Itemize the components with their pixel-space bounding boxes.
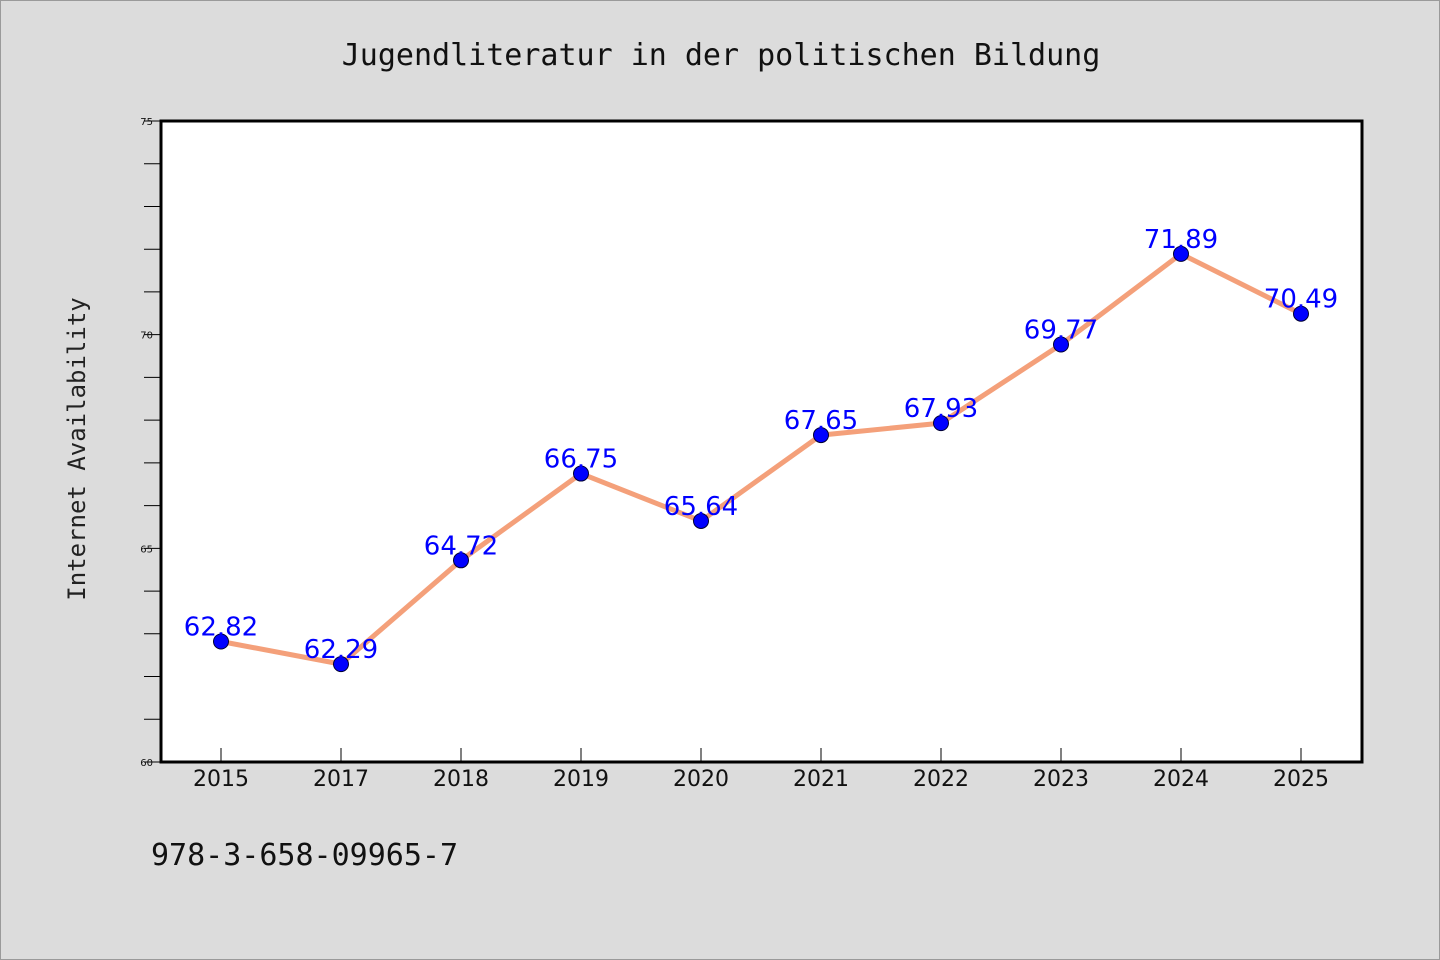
series-line [218, 251, 1304, 667]
x-tick-label: 2023 [1033, 767, 1089, 792]
data-point [333, 656, 349, 673]
data-point [453, 552, 469, 569]
chart-title: Jugendliteratur in der politischen Bildu… [342, 38, 1101, 73]
x-tick-label: 2022 [913, 767, 969, 792]
x-tick-label: 2021 [793, 767, 849, 792]
x-tick-label: 2020 [673, 767, 729, 792]
data-label: 67.65 [784, 406, 858, 436]
data-point [573, 465, 589, 482]
x-tick-label: 2017 [313, 767, 369, 792]
x-tick-label: 2025 [1273, 767, 1329, 792]
data-point [1053, 336, 1069, 353]
data-point [213, 633, 229, 650]
data-label: 62.82 [184, 612, 258, 642]
data-label: 69.77 [1024, 315, 1098, 345]
data-point [1293, 305, 1309, 322]
data-label: 70.49 [1264, 285, 1338, 315]
data-point [813, 427, 829, 444]
y-tick-label: 65 [140, 544, 153, 555]
y-tick-label: 70 [140, 331, 153, 342]
data-label: 65.64 [664, 492, 738, 522]
x-tick-label: 2024 [1153, 767, 1209, 792]
x-tick-label: 2015 [193, 767, 249, 792]
y-tick-label: 60 [140, 758, 153, 769]
data-point [693, 512, 709, 529]
x-axis: 2015 2017 2018 2019 2020 2021 2022 2023 2024 2025 [193, 748, 1329, 792]
data-label: 67.93 [904, 394, 978, 424]
data-point [1173, 245, 1189, 262]
series-layer: 62.82 62.29 64.72 66.75 65.64 67.65 67.93 69.77… [184, 225, 1338, 673]
data-label: 71.89 [1144, 225, 1218, 255]
data-point [933, 415, 949, 432]
y-axis-label: Internet Availability [63, 297, 91, 600]
data-label: 66.75 [544, 445, 618, 475]
plot-area [159, 119, 1364, 764]
data-label: 62.29 [304, 635, 378, 665]
data-label: 64.72 [424, 531, 498, 561]
isbn-footer: 978-3-658-09965-7 [151, 838, 458, 873]
y-axis: 60 65 70 75 [140, 117, 161, 769]
x-tick-label: 2018 [433, 767, 489, 792]
y-tick-label: 75 [140, 117, 153, 128]
x-tick-label: 2019 [553, 767, 609, 792]
